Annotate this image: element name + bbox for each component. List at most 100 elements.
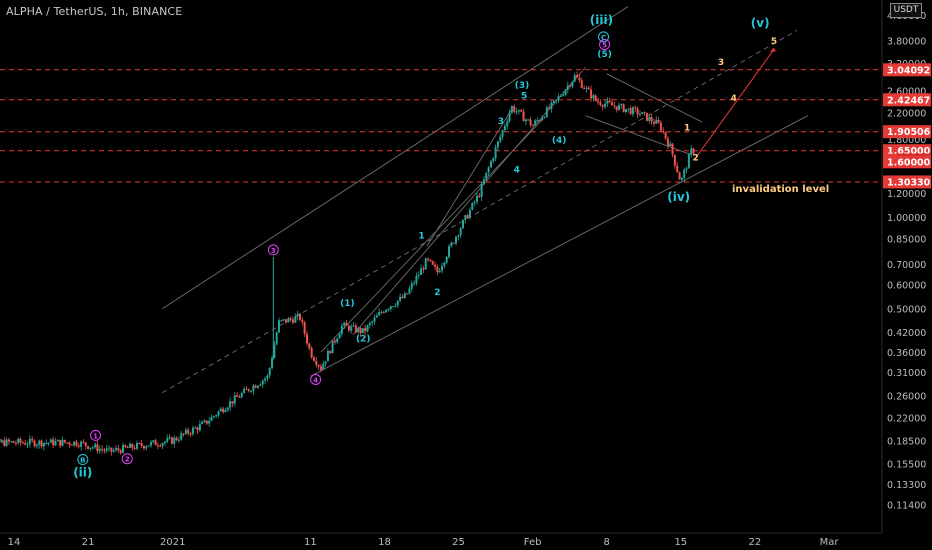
invalidation-label: invalidation level	[732, 184, 829, 195]
candle-body	[147, 445, 150, 447]
candle-body	[308, 343, 311, 348]
y-tick-label: 1.20000	[887, 189, 926, 200]
candle-body	[527, 119, 530, 121]
candle-body	[275, 332, 278, 345]
candle-body	[620, 104, 623, 106]
candle-body	[669, 143, 672, 146]
wave-circle-label: 4	[313, 376, 318, 384]
y-tick-label: 0.18500	[887, 436, 926, 447]
price-tag	[883, 175, 931, 189]
price-tag	[883, 63, 931, 77]
candle-body	[564, 89, 567, 95]
candle-body	[350, 326, 353, 331]
candle-body	[208, 420, 211, 424]
wave-circle-marker	[77, 454, 89, 466]
candle-body	[182, 433, 185, 435]
candle-body	[173, 437, 176, 444]
candle-body	[452, 242, 455, 244]
candle-body	[550, 102, 553, 109]
candle-body	[108, 447, 111, 449]
candle-body	[343, 322, 346, 326]
candle-body	[378, 312, 381, 316]
candle-body	[21, 442, 24, 444]
candle-body	[0, 440, 3, 443]
candle-body	[66, 442, 69, 444]
candle-body	[638, 114, 641, 116]
candle-body	[261, 380, 264, 385]
candle-body	[231, 401, 234, 404]
candle-body	[636, 108, 639, 115]
wave-label: 5	[521, 91, 527, 101]
price-tag-label: 1.90506	[887, 127, 931, 138]
candle-body	[324, 361, 327, 364]
candle-body	[457, 235, 460, 237]
candle-body	[520, 109, 523, 112]
candle-body	[522, 111, 525, 122]
candle-body	[210, 416, 213, 421]
candle-body	[236, 395, 239, 397]
candle-body	[80, 441, 83, 447]
wave-circle-marker	[310, 373, 322, 385]
candle-body	[347, 325, 350, 331]
candle-body	[166, 438, 169, 442]
channel-line	[585, 115, 692, 156]
wave-label: 3	[718, 58, 724, 68]
candle-body	[287, 318, 290, 323]
candle-body	[613, 105, 616, 107]
candle-body	[394, 305, 397, 307]
candle-body	[331, 340, 334, 354]
candle-body	[326, 350, 329, 362]
candle-body	[692, 148, 695, 154]
candle-body	[438, 270, 441, 273]
candle-body	[515, 111, 518, 113]
wave-label: (3)	[515, 81, 530, 91]
candle-body	[201, 421, 204, 425]
y-tick-label: 1.00000	[887, 213, 926, 224]
candle-body	[340, 325, 343, 334]
candle-body	[436, 266, 439, 273]
candle-body	[645, 112, 648, 121]
candle-body	[19, 438, 22, 443]
candle-body	[361, 328, 364, 334]
candle-body	[562, 94, 565, 96]
candle-body	[285, 319, 288, 323]
candle-body	[597, 100, 600, 103]
candle-body	[392, 306, 395, 308]
candle-body	[31, 438, 34, 441]
candle-body	[59, 439, 62, 446]
candle-body	[573, 75, 576, 82]
candle-body	[77, 445, 80, 447]
candle-body	[601, 105, 604, 107]
candle-body	[499, 136, 502, 142]
candle-body	[273, 344, 276, 358]
candle-body	[580, 80, 583, 88]
candle-body	[301, 319, 304, 323]
candle-body	[257, 385, 260, 388]
candle-body	[315, 360, 318, 365]
channel-line	[161, 6, 629, 310]
candle-body	[145, 446, 148, 449]
candle-body	[250, 391, 253, 393]
y-tick-label: 3.80000	[887, 36, 926, 47]
currency-button[interactable]: USDT	[890, 3, 922, 18]
candle-body	[154, 440, 157, 446]
wave-label: 4	[731, 94, 737, 104]
candle-body	[487, 167, 490, 173]
candle-body	[103, 449, 106, 451]
candle-body	[243, 388, 246, 393]
candle-body	[175, 437, 178, 441]
wave-label: (5)	[597, 50, 612, 60]
candle-body	[548, 107, 551, 109]
candle-body	[501, 130, 504, 137]
candle-body	[196, 427, 199, 431]
candle-body	[408, 288, 411, 294]
candle-body	[429, 259, 432, 262]
channel-line	[426, 109, 512, 247]
candle-body	[338, 333, 341, 339]
candle-body	[473, 201, 476, 203]
y-tick-label: 0.31000	[887, 368, 926, 379]
candle-body	[47, 442, 50, 444]
candle-body	[229, 401, 232, 408]
candle-body	[403, 293, 406, 299]
